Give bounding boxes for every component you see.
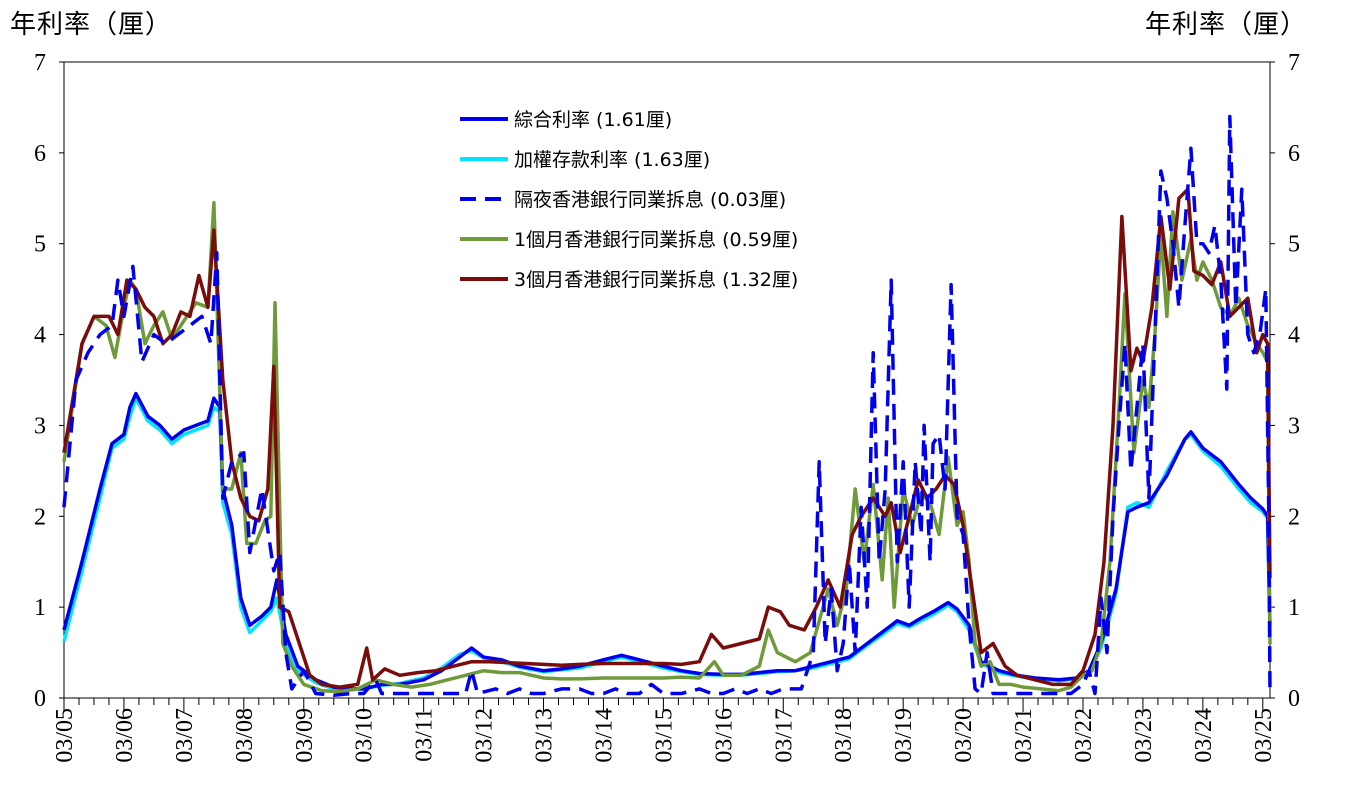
x-tick-label: 03/08 (232, 708, 258, 763)
y-tick-label-right: 1 (1288, 595, 1300, 621)
x-tick-label: 03/07 (172, 708, 198, 763)
x-tick-label: 03/17 (771, 708, 797, 763)
y-tick-label-left: 2 (34, 504, 46, 530)
y-tick-label-left: 6 (34, 141, 46, 167)
x-tick-label: 03/19 (891, 708, 917, 763)
plot-area-frame (63, 61, 1271, 699)
y-tick-label-right: 0 (1288, 686, 1300, 712)
y-tick-label-left: 1 (34, 595, 46, 621)
right-axis-unit-label: 年利率（厘） (1144, 10, 1307, 40)
x-tick-label: 03/11 (412, 708, 438, 762)
series-line-2 (62, 114, 1272, 698)
x-tick-label: 03/16 (711, 708, 737, 763)
legend: 綜合利率 (1.61厘) 加權存款利率 (1.63厘) 隔夜香港銀行同業拆息 (0.… (460, 109, 798, 291)
x-tick-label: 03/14 (591, 708, 617, 763)
x-tick-label: 03/22 (1071, 708, 1097, 763)
series-lines (62, 114, 1272, 698)
x-tick-label: 03/06 (112, 708, 138, 763)
series-line-1 (62, 396, 1272, 691)
x-tick-label: 03/24 (1191, 708, 1217, 763)
y-tick-label-left: 4 (34, 323, 46, 349)
x-tick-label: 03/25 (1251, 708, 1277, 763)
legend-label: 綜合利率 (1.61厘) (514, 109, 672, 131)
legend-label: 加權存款利率 (1.63厘) (514, 149, 710, 171)
x-tick-label: 03/21 (1011, 708, 1037, 763)
x-tick-label: 03/05 (52, 708, 78, 763)
legend-label: 3個月香港銀行同業拆息 (1.32厘) (514, 269, 798, 291)
x-tick-label: 03/12 (472, 708, 498, 763)
y-tick-label-right: 4 (1288, 323, 1300, 349)
y-tick-label-left: 3 (34, 413, 46, 439)
series-line-4 (62, 187, 1272, 689)
x-tick-label: 03/20 (951, 708, 977, 763)
series-line-3 (62, 201, 1272, 694)
y-tick-label-left: 0 (34, 686, 46, 712)
x-axis: 03/05 03/06 03/07 03/08 03/09 03/10 03/11 03/12… (52, 698, 1277, 763)
y-tick-label-right: 7 (1288, 50, 1300, 76)
left-axis-unit-label: 年利率（厘） (10, 10, 173, 40)
right-y-axis: 0 1 2 3 4 5 6 7 (1270, 50, 1300, 712)
x-tick-label: 03/13 (532, 708, 558, 763)
x-tick-label: 03/15 (651, 708, 677, 763)
y-tick-label-left: 7 (34, 50, 46, 76)
legend-label: 1個月香港銀行同業拆息 (0.59厘) (514, 229, 798, 251)
x-tick-label: 03/18 (831, 708, 857, 763)
y-tick-label-left: 5 (34, 232, 46, 258)
y-tick-label-right: 2 (1288, 504, 1300, 530)
x-tick-label: 03/23 (1131, 708, 1157, 763)
left-y-axis: 0 1 2 3 4 5 6 7 (34, 50, 64, 712)
y-tick-label-right: 5 (1288, 232, 1300, 258)
y-tick-label-right: 6 (1288, 141, 1300, 167)
x-tick-label: 03/09 (292, 708, 318, 763)
y-tick-label-right: 3 (1288, 413, 1300, 439)
x-tick-label: 03/10 (352, 708, 378, 763)
legend-label: 隔夜香港銀行同業拆息 (0.03厘) (514, 189, 786, 211)
